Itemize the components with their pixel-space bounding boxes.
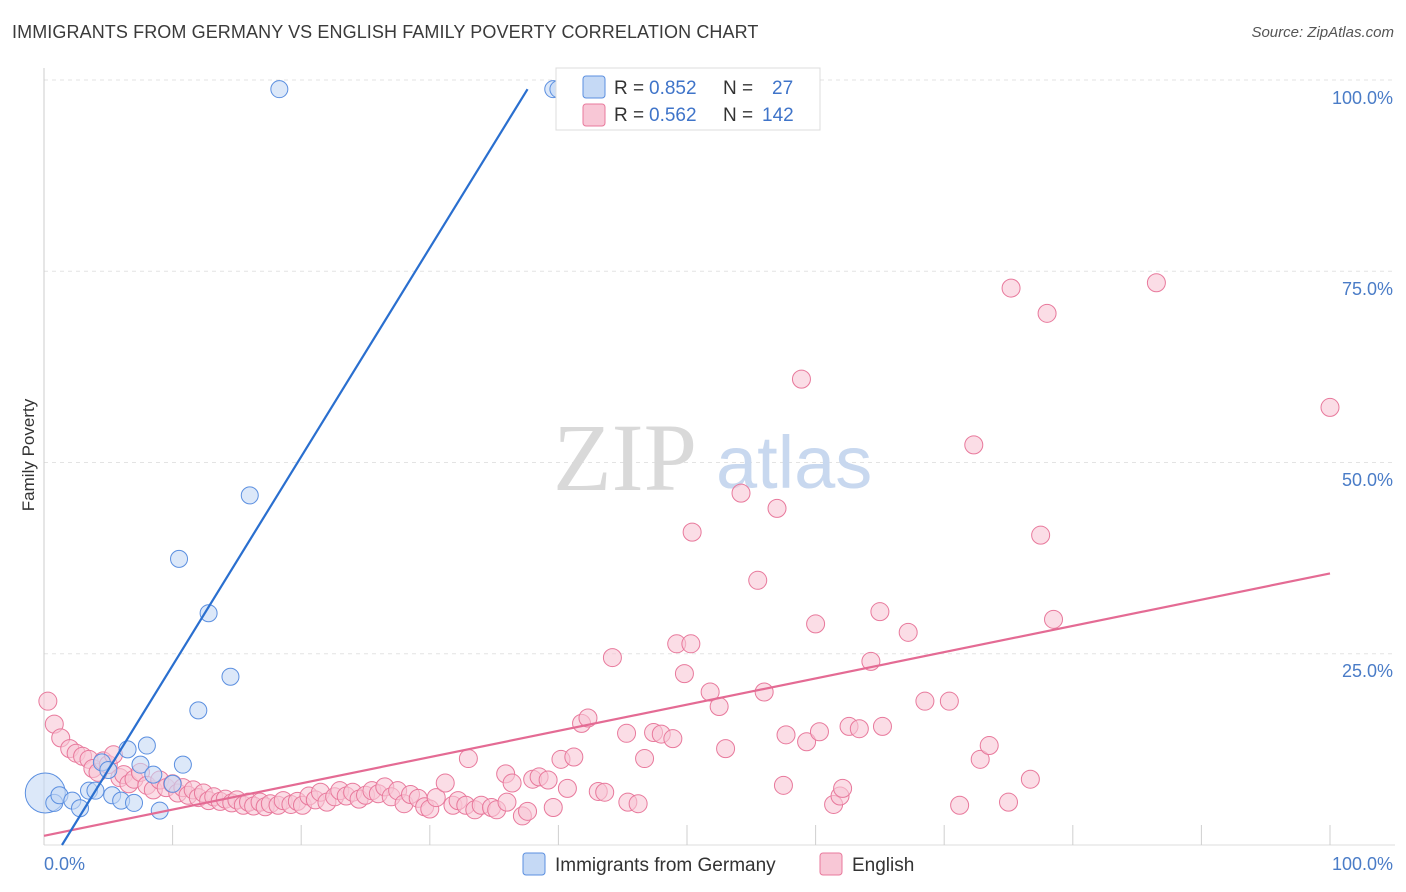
english-point — [833, 778, 853, 798]
legend-r-label: R = — [614, 105, 644, 126]
english-point — [497, 792, 517, 812]
y-tick-label: 25.0% — [1342, 661, 1393, 681]
english-point — [543, 798, 563, 818]
legend-n-label: N = — [723, 78, 753, 99]
y-tick-label: 75.0% — [1342, 279, 1393, 299]
english-point — [731, 483, 751, 503]
x-tick-label: 0.0% — [44, 854, 85, 874]
english-points — [38, 273, 1340, 826]
germany-point — [221, 667, 240, 686]
germany-point — [137, 736, 156, 755]
english-point — [663, 729, 683, 749]
english-point — [716, 739, 736, 759]
english-point — [970, 749, 990, 769]
legend-n-value-english: 142 — [762, 105, 794, 126]
english-point — [518, 801, 538, 821]
english-point — [674, 664, 694, 684]
germany-point — [240, 486, 259, 505]
germany-point — [131, 755, 150, 774]
source-credit: Source: ZipAtlas.com — [1251, 24, 1394, 41]
germany-point — [125, 793, 144, 812]
bottom-legend-label-germany: Immigrants from Germany — [555, 855, 776, 876]
germany-point — [199, 604, 218, 623]
watermark-zip: ZIP — [553, 404, 697, 511]
germany-point — [163, 774, 182, 793]
legend-swatch-germany — [582, 75, 606, 99]
english-point — [806, 614, 826, 634]
bottom-legend-swatch-germany — [522, 852, 546, 876]
english-point — [950, 795, 970, 815]
english-point — [502, 773, 522, 793]
legend-n-value-germany: 27 — [772, 78, 793, 99]
english-point — [564, 747, 584, 767]
english-point — [617, 723, 637, 743]
english-point — [809, 722, 829, 742]
y-tick-label: 100.0% — [1332, 88, 1393, 108]
germany-trend-line — [61, 88, 529, 846]
germany-point — [270, 80, 289, 99]
english-point — [791, 369, 811, 389]
germany-point — [144, 765, 163, 784]
legend-r-value-english: 0.562 — [649, 105, 697, 126]
english-point — [1044, 609, 1064, 629]
english-point — [635, 749, 655, 769]
english-trend-line — [43, 572, 1331, 837]
legend: R = 0.852 N = 27 R = 0.562 N = 142 — [555, 67, 821, 131]
english-point — [754, 682, 774, 702]
english-point — [1031, 525, 1051, 545]
english-point — [915, 691, 935, 711]
bottom-legend: Immigrants from Germany English — [522, 852, 914, 876]
english-point — [681, 634, 701, 654]
legend-r-value-germany: 0.852 — [649, 78, 697, 99]
english-point — [578, 708, 598, 728]
legend-r-label: R = — [614, 78, 644, 99]
germany-points — [24, 80, 568, 820]
english-point — [38, 691, 58, 711]
legend-swatch-english — [582, 103, 606, 127]
english-point — [538, 770, 558, 790]
english-point — [776, 725, 796, 745]
english-point — [797, 732, 817, 752]
english-point — [1020, 769, 1040, 789]
legend-n-label: N = — [723, 105, 753, 126]
english-point — [939, 691, 959, 711]
english-point — [1320, 397, 1340, 417]
english-point — [426, 788, 446, 808]
chart-title: IMMIGRANTS FROM GERMANY VS ENGLISH FAMIL… — [12, 22, 759, 42]
english-point — [872, 716, 892, 736]
english-point — [595, 782, 615, 802]
y-tick-label: 50.0% — [1342, 470, 1393, 490]
english-point — [682, 522, 702, 542]
germany-point — [173, 755, 192, 774]
english-point — [1001, 278, 1021, 298]
english-point — [1037, 303, 1057, 323]
english-point — [458, 749, 478, 769]
english-point — [557, 778, 577, 798]
english-point — [870, 602, 890, 622]
y-axis-label: Family Poverty — [19, 398, 38, 511]
english-point — [999, 792, 1018, 812]
english-point — [773, 775, 793, 795]
bottom-legend-swatch-english — [819, 852, 843, 876]
english-point — [979, 736, 999, 756]
english-point — [898, 622, 918, 642]
germany-point — [170, 549, 189, 568]
x-tick-label: 100.0% — [1332, 854, 1393, 874]
english-point — [628, 794, 648, 814]
bottom-legend-label-english: English — [852, 855, 914, 876]
english-point — [964, 435, 984, 455]
english-point — [602, 648, 622, 668]
english-point — [435, 773, 455, 793]
english-point — [767, 498, 787, 518]
english-point — [1146, 273, 1166, 293]
english-point — [748, 570, 768, 590]
english-point — [849, 719, 869, 739]
germany-point — [189, 701, 208, 720]
x-axis-ticks — [43, 825, 1331, 845]
